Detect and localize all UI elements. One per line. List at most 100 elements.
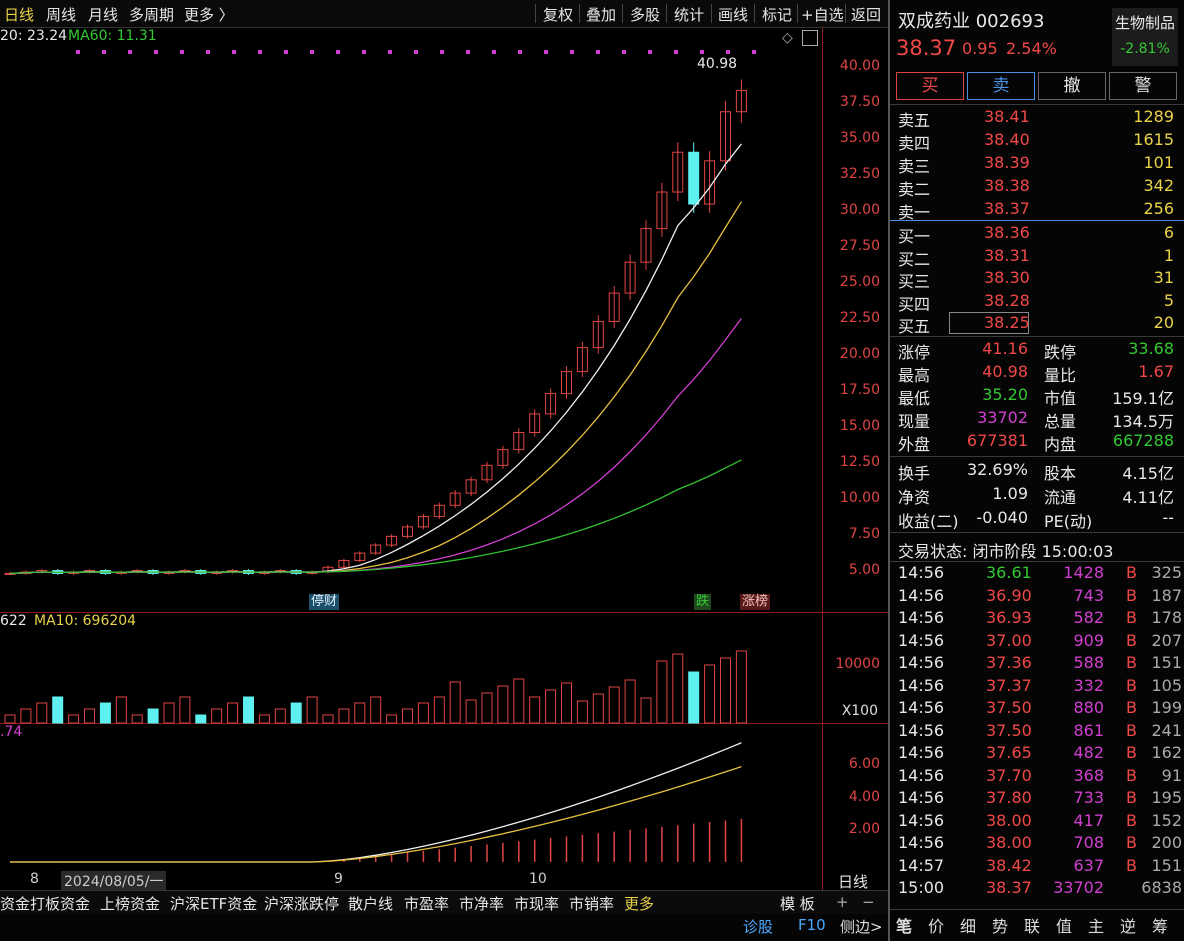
volume-bar <box>290 702 302 724</box>
moving-average-line <box>9 318 742 575</box>
tab-capital[interactable]: 资金 <box>0 895 31 913</box>
moving-average-line <box>9 459 742 575</box>
tab-more-indicators[interactable]: 更多 <box>624 895 655 913</box>
volume-bar <box>433 696 445 724</box>
multi-stock-button[interactable]: 多股 <box>630 6 661 24</box>
add-icon[interactable]: + <box>836 893 849 911</box>
bid-price: 38.30 <box>984 268 1030 287</box>
tab-pb[interactable]: 市净率 <box>459 895 505 913</box>
tab-multi-period[interactable]: 多周期 <box>129 6 175 24</box>
toolbar-divider <box>622 4 623 23</box>
panel-tab[interactable]: 主 <box>1088 917 1105 936</box>
template-button[interactable]: 模 板 <box>780 895 815 913</box>
add-watchlist-button[interactable]: +自选 <box>801 6 844 24</box>
macd-dea-line <box>10 765 742 863</box>
tab-pcf[interactable]: 市现率 <box>514 895 560 913</box>
candle-body <box>608 292 620 322</box>
tab-daily[interactable]: 日线 <box>4 6 35 24</box>
candle-body <box>656 191 668 230</box>
ask-row[interactable]: 卖四 38.40 1615 <box>898 130 1182 153</box>
panel-tab[interactable]: 值 <box>1056 917 1073 936</box>
ask-row[interactable]: 卖二 38.38 342 <box>898 176 1182 199</box>
bid-row[interactable]: 买五 38.25 20 <box>898 313 1182 336</box>
ma-indicator: 20: 23.24 <box>0 28 68 44</box>
restore-rights-button[interactable]: 复权 <box>543 6 574 24</box>
toolbar-divider <box>666 4 667 23</box>
volume-bar <box>243 696 254 724</box>
tick-price: 36.90 <box>986 585 1032 605</box>
sidebar-toggle[interactable]: 侧边> <box>840 918 883 936</box>
statistics-button[interactable]: 统计 <box>674 6 705 24</box>
ask-row[interactable]: 卖五 38.41 1289 <box>898 107 1182 130</box>
panel-tab[interactable]: 筹 <box>1152 917 1169 936</box>
tick-volume: 733 <box>1073 788 1104 807</box>
signal-dot <box>154 50 158 54</box>
volume-bar <box>131 714 143 724</box>
overlay-button[interactable]: 叠加 <box>586 6 617 24</box>
bid-row[interactable]: 买四 38.28 5 <box>898 291 1182 314</box>
ask-row[interactable]: 卖一 38.37 256 <box>898 199 1182 222</box>
panel-tab[interactable]: 联 <box>1024 917 1041 936</box>
buy-button[interactable]: 买 <box>896 72 964 100</box>
tab-more[interactable]: 更多 〉 <box>184 6 234 24</box>
ask-price: 38.39 <box>984 153 1030 172</box>
tab-weekly[interactable]: 周线 <box>46 6 77 24</box>
tick-time: 14:56 <box>898 743 945 762</box>
tick-price: 37.00 <box>986 630 1032 650</box>
draw-line-button[interactable]: 画线 <box>718 6 749 24</box>
tab-pe[interactable]: 市盈率 <box>404 895 450 913</box>
tab-retail-line[interactable]: 散户线 <box>348 895 394 913</box>
tab-list-capital[interactable]: 上榜资金 <box>100 895 161 913</box>
tab-board-capital[interactable]: 打板资金 <box>30 895 91 913</box>
signal-dot <box>388 50 392 54</box>
event-tag-limit[interactable]: 涨榜 <box>740 594 771 610</box>
trade-status: 交易状态: 闭市阶段 15:00:03 <box>898 542 1114 561</box>
candle-body <box>481 464 493 481</box>
tab-etf-capital[interactable]: 沪深ETF资金 <box>170 895 258 913</box>
tab-monthly[interactable]: 月线 <box>88 6 119 24</box>
pane-divider <box>822 723 888 724</box>
bid-row[interactable]: 买二 38.31 1 <box>898 246 1182 269</box>
back-button[interactable]: 返回 <box>851 6 882 24</box>
divider <box>890 104 1184 105</box>
fund-value: -- <box>1162 508 1174 527</box>
f10-link[interactable]: F10 <box>798 916 826 934</box>
fund-value: -0.040 <box>976 508 1028 527</box>
period-label[interactable]: 日线 <box>838 873 869 891</box>
tick-row: 14:56 37.70 368 B 91 <box>898 766 1182 788</box>
tab-ps[interactable]: 市销率 <box>569 895 615 913</box>
panel-tab[interactable]: 笔 <box>896 917 913 936</box>
event-tag-stop[interactable]: 停财 <box>309 594 340 610</box>
bid-row[interactable]: 买一 38.36 6 <box>898 223 1182 246</box>
stat-key: 量比 <box>1044 366 1077 385</box>
remove-icon[interactable]: − <box>862 893 875 911</box>
cancel-button[interactable]: 撤 <box>1038 72 1106 100</box>
panel-tab[interactable]: 逆 <box>1120 917 1137 936</box>
stat-key: 最低 <box>898 389 931 408</box>
alert-button[interactable]: 警 <box>1109 72 1177 100</box>
signal-dot <box>362 50 366 54</box>
ask-row[interactable]: 卖三 38.39 101 <box>898 153 1182 176</box>
diamond-icon[interactable]: ◇ <box>782 30 793 46</box>
tab-limit-updown[interactable]: 沪深涨跌停 <box>264 895 340 913</box>
chart-canvas <box>4 50 756 863</box>
ma60-indicator: MA60: 11.31 <box>68 28 157 44</box>
panel-tab[interactable]: 细 <box>960 917 977 936</box>
tick-time: 14:57 <box>898 855 945 875</box>
signal-dot <box>102 50 106 54</box>
divider <box>890 456 1184 457</box>
event-tag-drop[interactable]: 跌 <box>694 594 712 610</box>
signal-dot <box>128 50 132 54</box>
sector-badge[interactable]: 生物制品 -2.81% <box>1112 8 1178 66</box>
diagnose-link[interactable]: 诊股 <box>743 918 774 936</box>
panel-toggle-icon[interactable] <box>802 30 818 46</box>
panel-tab[interactable]: 势 <box>992 917 1009 936</box>
panel-tab[interactable]: 价 <box>928 917 945 936</box>
sell-button[interactable]: 卖 <box>967 72 1035 100</box>
kline-chart-area[interactable]: 20: 23.24 MA60: 11.31 ◇ 40.00 37.50 35.00 3… <box>0 27 888 893</box>
signal-dot <box>440 50 444 54</box>
mark-button[interactable]: 标记 <box>762 6 793 24</box>
candle-body <box>672 151 684 193</box>
bid-row[interactable]: 买三 38.30 31 <box>898 268 1182 291</box>
stat-key: 内盘 <box>1044 435 1077 454</box>
